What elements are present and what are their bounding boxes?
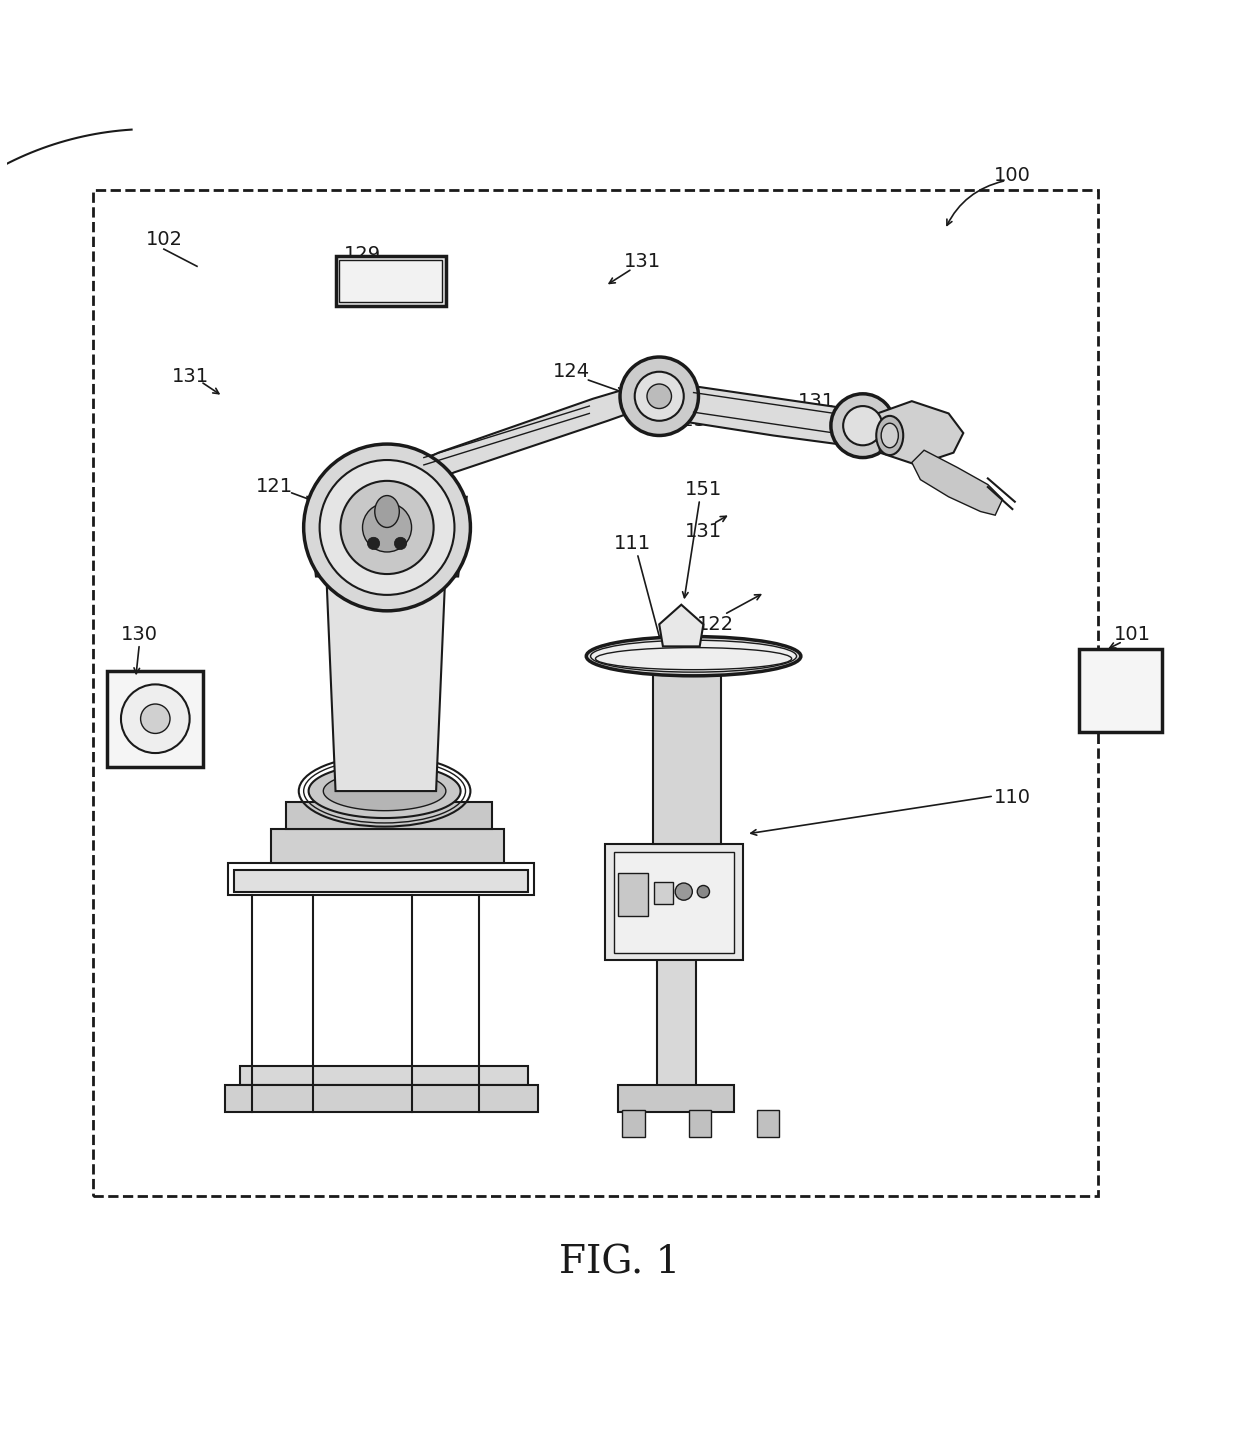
Circle shape xyxy=(394,537,407,550)
Circle shape xyxy=(635,372,683,420)
Bar xyxy=(614,852,734,953)
Bar xyxy=(370,646,399,720)
Polygon shape xyxy=(878,402,963,465)
Text: 101: 101 xyxy=(1114,624,1151,644)
Text: 100: 100 xyxy=(994,166,1030,185)
Circle shape xyxy=(675,883,692,900)
Text: 122: 122 xyxy=(697,614,734,634)
Bar xyxy=(341,583,424,596)
Bar xyxy=(657,861,696,1101)
Text: 102: 102 xyxy=(145,230,182,248)
Circle shape xyxy=(341,481,434,574)
Polygon shape xyxy=(678,385,861,445)
Bar xyxy=(93,191,1099,1195)
Text: 124: 124 xyxy=(552,362,589,382)
Circle shape xyxy=(697,885,709,898)
Text: 151: 151 xyxy=(684,479,722,499)
Circle shape xyxy=(140,705,170,733)
Text: 110: 110 xyxy=(993,788,1030,806)
Polygon shape xyxy=(911,451,1003,515)
Bar xyxy=(655,881,673,904)
Bar xyxy=(622,1109,645,1137)
Ellipse shape xyxy=(587,637,801,676)
Bar xyxy=(108,672,203,766)
Text: 131: 131 xyxy=(684,522,722,541)
Text: 111: 111 xyxy=(614,534,651,552)
Circle shape xyxy=(831,393,894,458)
Polygon shape xyxy=(326,561,446,791)
Bar xyxy=(758,1109,780,1137)
Circle shape xyxy=(320,461,455,596)
Text: 131: 131 xyxy=(172,367,210,386)
Circle shape xyxy=(367,537,379,550)
Bar xyxy=(653,666,720,844)
Bar xyxy=(336,257,446,306)
Circle shape xyxy=(843,406,883,445)
Text: 121: 121 xyxy=(255,478,293,497)
Bar xyxy=(618,874,649,916)
Bar xyxy=(228,864,534,895)
Circle shape xyxy=(304,443,470,611)
Text: 131: 131 xyxy=(797,392,835,410)
Ellipse shape xyxy=(374,495,399,528)
Bar xyxy=(226,1085,538,1112)
Bar xyxy=(688,1109,711,1137)
Ellipse shape xyxy=(882,423,898,448)
Bar xyxy=(605,844,743,960)
Circle shape xyxy=(357,626,374,643)
Polygon shape xyxy=(387,382,663,497)
Text: 125: 125 xyxy=(346,462,383,482)
Text: FIG. 1: FIG. 1 xyxy=(559,1244,681,1281)
Text: 129: 129 xyxy=(343,244,381,264)
Text: 123: 123 xyxy=(670,412,707,430)
Polygon shape xyxy=(660,604,703,646)
Bar xyxy=(618,1085,734,1112)
Bar xyxy=(234,870,528,891)
Polygon shape xyxy=(308,497,466,577)
Bar xyxy=(270,829,503,864)
Text: 131: 131 xyxy=(624,253,661,271)
Circle shape xyxy=(647,385,672,409)
Ellipse shape xyxy=(877,416,903,455)
Text: 130: 130 xyxy=(120,624,157,644)
Polygon shape xyxy=(324,772,446,811)
Bar xyxy=(340,260,443,301)
Circle shape xyxy=(393,626,410,643)
Ellipse shape xyxy=(590,640,796,672)
Bar xyxy=(1079,649,1162,732)
Circle shape xyxy=(122,684,190,753)
Circle shape xyxy=(362,502,412,552)
Bar xyxy=(286,802,492,829)
Bar xyxy=(343,620,427,730)
Circle shape xyxy=(620,357,698,435)
Bar xyxy=(239,1066,528,1085)
Polygon shape xyxy=(309,763,460,818)
